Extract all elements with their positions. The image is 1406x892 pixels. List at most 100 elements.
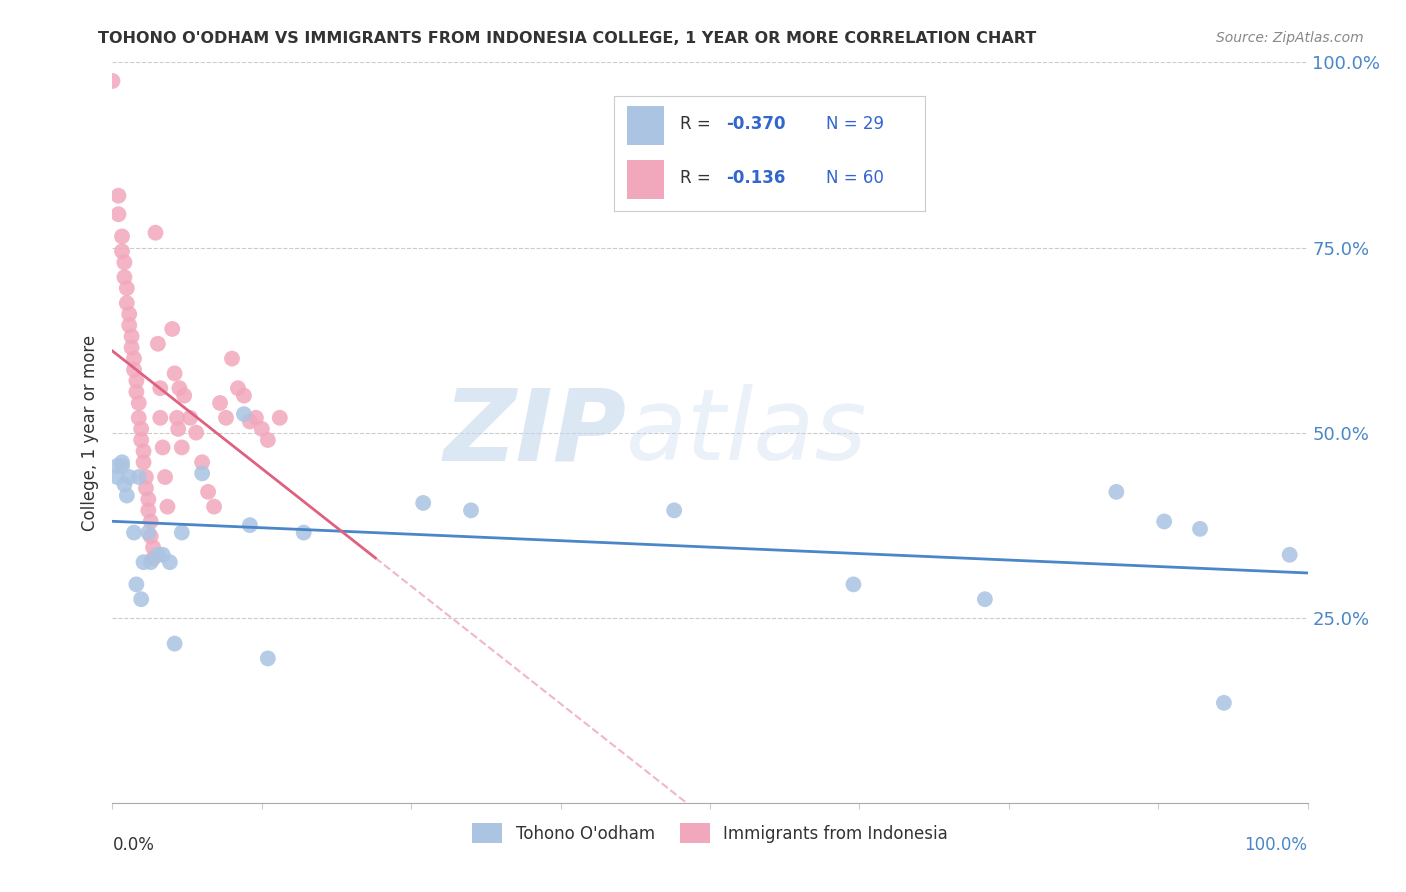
Point (166, 410, 188, 425)
Point (122, 525, 145, 540)
Point (159, 555, 181, 569)
Point (101, 74, 124, 88)
Point (132, 555, 155, 569)
Point (138, 492, 160, 507)
Point (146, 336, 169, 351)
Point (156, 500, 179, 514)
Point (1189, 522, 1212, 536)
Point (1278, 548, 1301, 562)
Point (114, 270, 135, 285)
Point (202, 500, 225, 514)
Point (152, 548, 174, 562)
Point (1213, 696, 1236, 710)
Text: Source: ZipAtlas.com: Source: ZipAtlas.com (1216, 31, 1364, 45)
Point (128, 396, 150, 410)
Point (115, 489, 138, 503)
Point (122, 351, 145, 366)
Point (135, 481, 157, 495)
Point (139, 529, 162, 543)
Point (209, 396, 232, 410)
Point (197, 484, 219, 499)
Point (114, 255, 135, 269)
Point (139, 555, 162, 569)
Point (111, 229, 134, 244)
Point (132, 455, 155, 469)
Point (111, 458, 134, 473)
Point (153, 470, 176, 484)
Point (163, 367, 186, 381)
Point (138, 525, 160, 540)
Point (191, 455, 214, 469)
Point (128, 410, 150, 425)
Point (167, 422, 190, 436)
Point (170, 441, 193, 455)
Point (111, 455, 134, 469)
Point (146, 548, 169, 562)
Point (118, 470, 141, 484)
Point (186, 425, 208, 440)
Point (149, 410, 172, 425)
Point (239, 415, 262, 429)
Point (179, 410, 201, 425)
Point (122, 362, 145, 376)
Point (152, 441, 174, 455)
Point (145, 226, 167, 240)
Point (163, 637, 186, 651)
Point (138, 503, 160, 517)
Point (115, 281, 138, 295)
Point (412, 496, 434, 510)
Text: 0.0%: 0.0% (112, 836, 155, 855)
Point (125, 374, 148, 388)
Point (142, 551, 165, 566)
Text: TOHONO O'ODHAM VS IMMIGRANTS FROM INDONESIA COLLEGE, 1 YEAR OR MORE CORRELATION : TOHONO O'ODHAM VS IMMIGRANTS FROM INDONE… (98, 31, 1036, 46)
Point (121, 329, 143, 343)
Point (974, 592, 997, 607)
Point (292, 525, 315, 540)
Point (107, 207, 129, 221)
Point (129, 433, 152, 447)
Point (121, 341, 143, 355)
Point (460, 503, 482, 517)
Point (118, 307, 141, 321)
Point (191, 467, 214, 481)
Point (129, 422, 152, 436)
Point (233, 388, 256, 402)
Point (215, 410, 238, 425)
Point (142, 541, 165, 555)
Point (233, 407, 256, 421)
Text: 100.0%: 100.0% (1244, 836, 1308, 855)
Point (169, 381, 191, 395)
Point (149, 381, 172, 395)
Y-axis label: College, 1 year or more: College, 1 year or more (82, 334, 100, 531)
Point (118, 318, 141, 333)
Point (239, 518, 262, 533)
Point (129, 592, 152, 607)
Point (226, 381, 249, 395)
Point (664, 503, 686, 517)
Legend: Tohono O'odham, Immigrants from Indonesia: Tohono O'odham, Immigrants from Indonesi… (465, 816, 955, 850)
Point (114, 477, 135, 491)
Point (125, 384, 148, 399)
Text: atlas: atlas (627, 384, 868, 481)
Point (132, 444, 155, 458)
Point (257, 433, 280, 447)
Point (269, 410, 291, 425)
Point (245, 410, 267, 425)
Point (107, 188, 129, 202)
Point (139, 515, 162, 529)
Point (221, 351, 243, 366)
Point (170, 525, 193, 540)
Point (125, 577, 148, 591)
Point (1105, 484, 1128, 499)
Point (1153, 515, 1175, 529)
Point (135, 470, 157, 484)
Point (173, 388, 195, 402)
Point (162, 322, 183, 336)
Point (105, 470, 128, 484)
Point (111, 244, 134, 259)
Point (128, 470, 150, 484)
Text: ZIP: ZIP (443, 384, 627, 481)
Point (115, 296, 138, 310)
Point (250, 422, 273, 436)
Point (842, 577, 865, 591)
